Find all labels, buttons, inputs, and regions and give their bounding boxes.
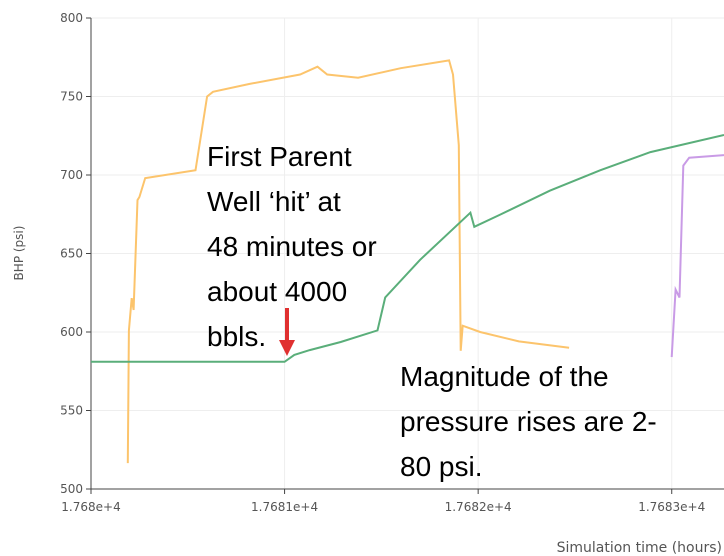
x-tick-label: 1.7683e+4 [638, 500, 705, 514]
x-axis-label: Simulation time (hours) [557, 540, 722, 556]
arrow [279, 308, 295, 356]
y-tick-label: 750 [60, 90, 83, 104]
y-tick-label: 700 [60, 168, 83, 182]
line [126, 59, 570, 464]
annotation: about 4000 [207, 276, 347, 307]
y-tick-label: 550 [60, 404, 83, 418]
x-tick-label: 1.7681e+4 [251, 500, 318, 514]
plot: 500 550 600 650 700 750 800 1.768e+4 1.7681e+4 1.… [60, 11, 724, 514]
annotation: 48 minutes or [207, 231, 377, 262]
annotation: First Parent [207, 141, 352, 172]
y-axis-label: BHP (psi) [12, 226, 26, 281]
line [91, 134, 724, 363]
x-tick-label: 1.768e+4 [61, 500, 120, 514]
annotation: Well ‘hit’ at [207, 186, 341, 217]
annotation: bbls. [207, 321, 266, 352]
annotation: pressure rises are 2- [400, 406, 657, 437]
y-tick-label: 800 [60, 11, 83, 25]
annotation: Magnitude of the [400, 361, 609, 392]
y-tick-label: 600 [60, 325, 83, 339]
y-tick-label: 650 [60, 247, 83, 261]
y-tick-label: 500 [60, 482, 83, 496]
x-tick-label: 1.7682e+4 [445, 500, 512, 514]
annotation: 80 psi. [400, 451, 483, 482]
line [670, 154, 724, 358]
